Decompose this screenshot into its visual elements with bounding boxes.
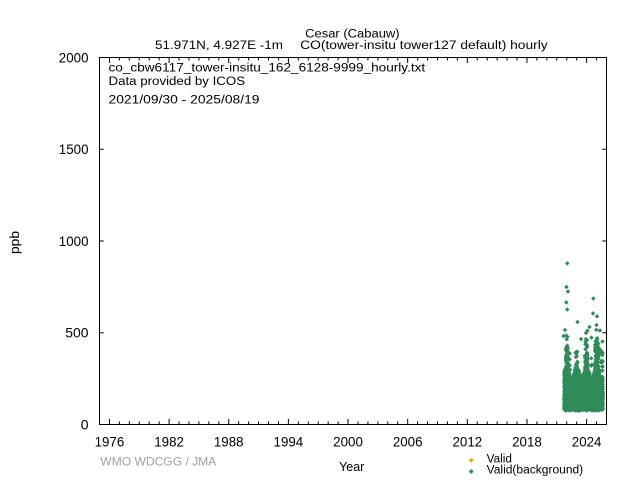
svg-text:1976: 1976 xyxy=(95,434,125,450)
svg-text:1994: 1994 xyxy=(274,434,304,450)
svg-text:2006: 2006 xyxy=(393,434,423,450)
svg-text:2012: 2012 xyxy=(452,434,482,450)
svg-text:Valid: Valid xyxy=(487,453,512,465)
svg-text:51.971N, 4.927E -1m: 51.971N, 4.927E -1m xyxy=(155,40,283,52)
svg-text:2021/09/30 - 2025/08/19: 2021/09/30 - 2025/08/19 xyxy=(109,95,260,107)
svg-text:2024: 2024 xyxy=(572,434,602,450)
svg-text:co_cbw6117_tower-insitu_162_61: co_cbw6117_tower-insitu_162_6128-9999_ho… xyxy=(109,63,427,75)
svg-text:2000: 2000 xyxy=(59,49,89,65)
svg-text:Valid(background): Valid(background) xyxy=(487,465,584,477)
svg-text:0: 0 xyxy=(81,416,89,432)
svg-text:2018: 2018 xyxy=(512,434,542,450)
svg-text:500: 500 xyxy=(65,325,88,341)
svg-text:Cesar (Cabauw): Cesar (Cabauw) xyxy=(305,28,400,40)
svg-text:1500: 1500 xyxy=(59,141,89,157)
svg-text:WMO WDCGG / JMA: WMO WDCGG / JMA xyxy=(100,454,216,468)
svg-text:CO(tower-insitu tower127 defau: CO(tower-insitu tower127 default) hourly xyxy=(300,40,548,52)
svg-text:ppb: ppb xyxy=(7,231,22,254)
svg-text:1982: 1982 xyxy=(154,434,184,450)
svg-text:1988: 1988 xyxy=(214,434,244,450)
svg-text:1000: 1000 xyxy=(59,233,89,249)
svg-text:Year: Year xyxy=(339,460,364,474)
svg-text:Data provided by ICOS: Data provided by ICOS xyxy=(109,76,246,88)
svg-text:2000: 2000 xyxy=(333,434,363,450)
